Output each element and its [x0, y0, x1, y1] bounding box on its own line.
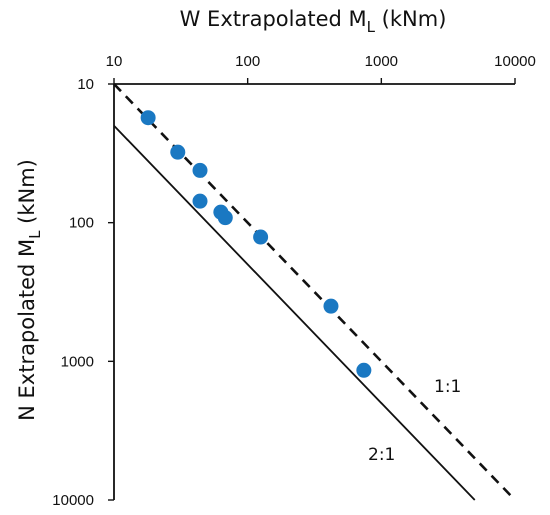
- y-axis-title: N Extrapolated ML (kNm): [15, 159, 44, 421]
- reference-line-2-1: [113, 125, 476, 501]
- x-ticks: 10 100 1000 10000: [106, 53, 536, 84]
- x-tick-label: 10000: [494, 53, 536, 70]
- data-point: [356, 362, 372, 378]
- data-points: [140, 110, 372, 378]
- y-axis-title-sub: L: [26, 230, 44, 239]
- data-point: [192, 193, 208, 209]
- x-axis-title-main: W Extrapolated M: [180, 7, 367, 31]
- reference-lines: [113, 83, 516, 501]
- data-point: [323, 298, 339, 314]
- y-axis-title-unit: (kNm): [15, 159, 39, 230]
- data-point: [140, 110, 156, 126]
- axes: 10 100 1000 10000 10 100 1000 10000: [52, 53, 536, 509]
- x-tick-label: 100: [235, 53, 260, 70]
- y-tick-label: 10: [77, 76, 94, 93]
- y-tick-label: 10000: [52, 492, 94, 509]
- data-point: [217, 210, 233, 226]
- x-axis-title-sub: L: [367, 18, 376, 36]
- data-point: [170, 144, 186, 160]
- annotation-2-1: 2:1: [368, 445, 395, 465]
- y-ticks: 10 100 1000 10000: [52, 76, 114, 509]
- data-point: [253, 229, 269, 245]
- y-tick-label: 1000: [61, 353, 94, 370]
- x-axis-title-unit: (kNm): [375, 7, 446, 31]
- x-axis-title: W Extrapolated ML (kNm): [180, 7, 447, 36]
- x-tick-label: 1000: [365, 53, 398, 70]
- y-axis-title-main: N Extrapolated M: [15, 239, 39, 421]
- annotation-1-1: 1:1: [434, 377, 461, 397]
- x-tick-label: 10: [106, 53, 123, 70]
- y-tick-label: 100: [69, 215, 94, 232]
- reference-line-1-1: [113, 83, 516, 501]
- data-point: [192, 162, 208, 178]
